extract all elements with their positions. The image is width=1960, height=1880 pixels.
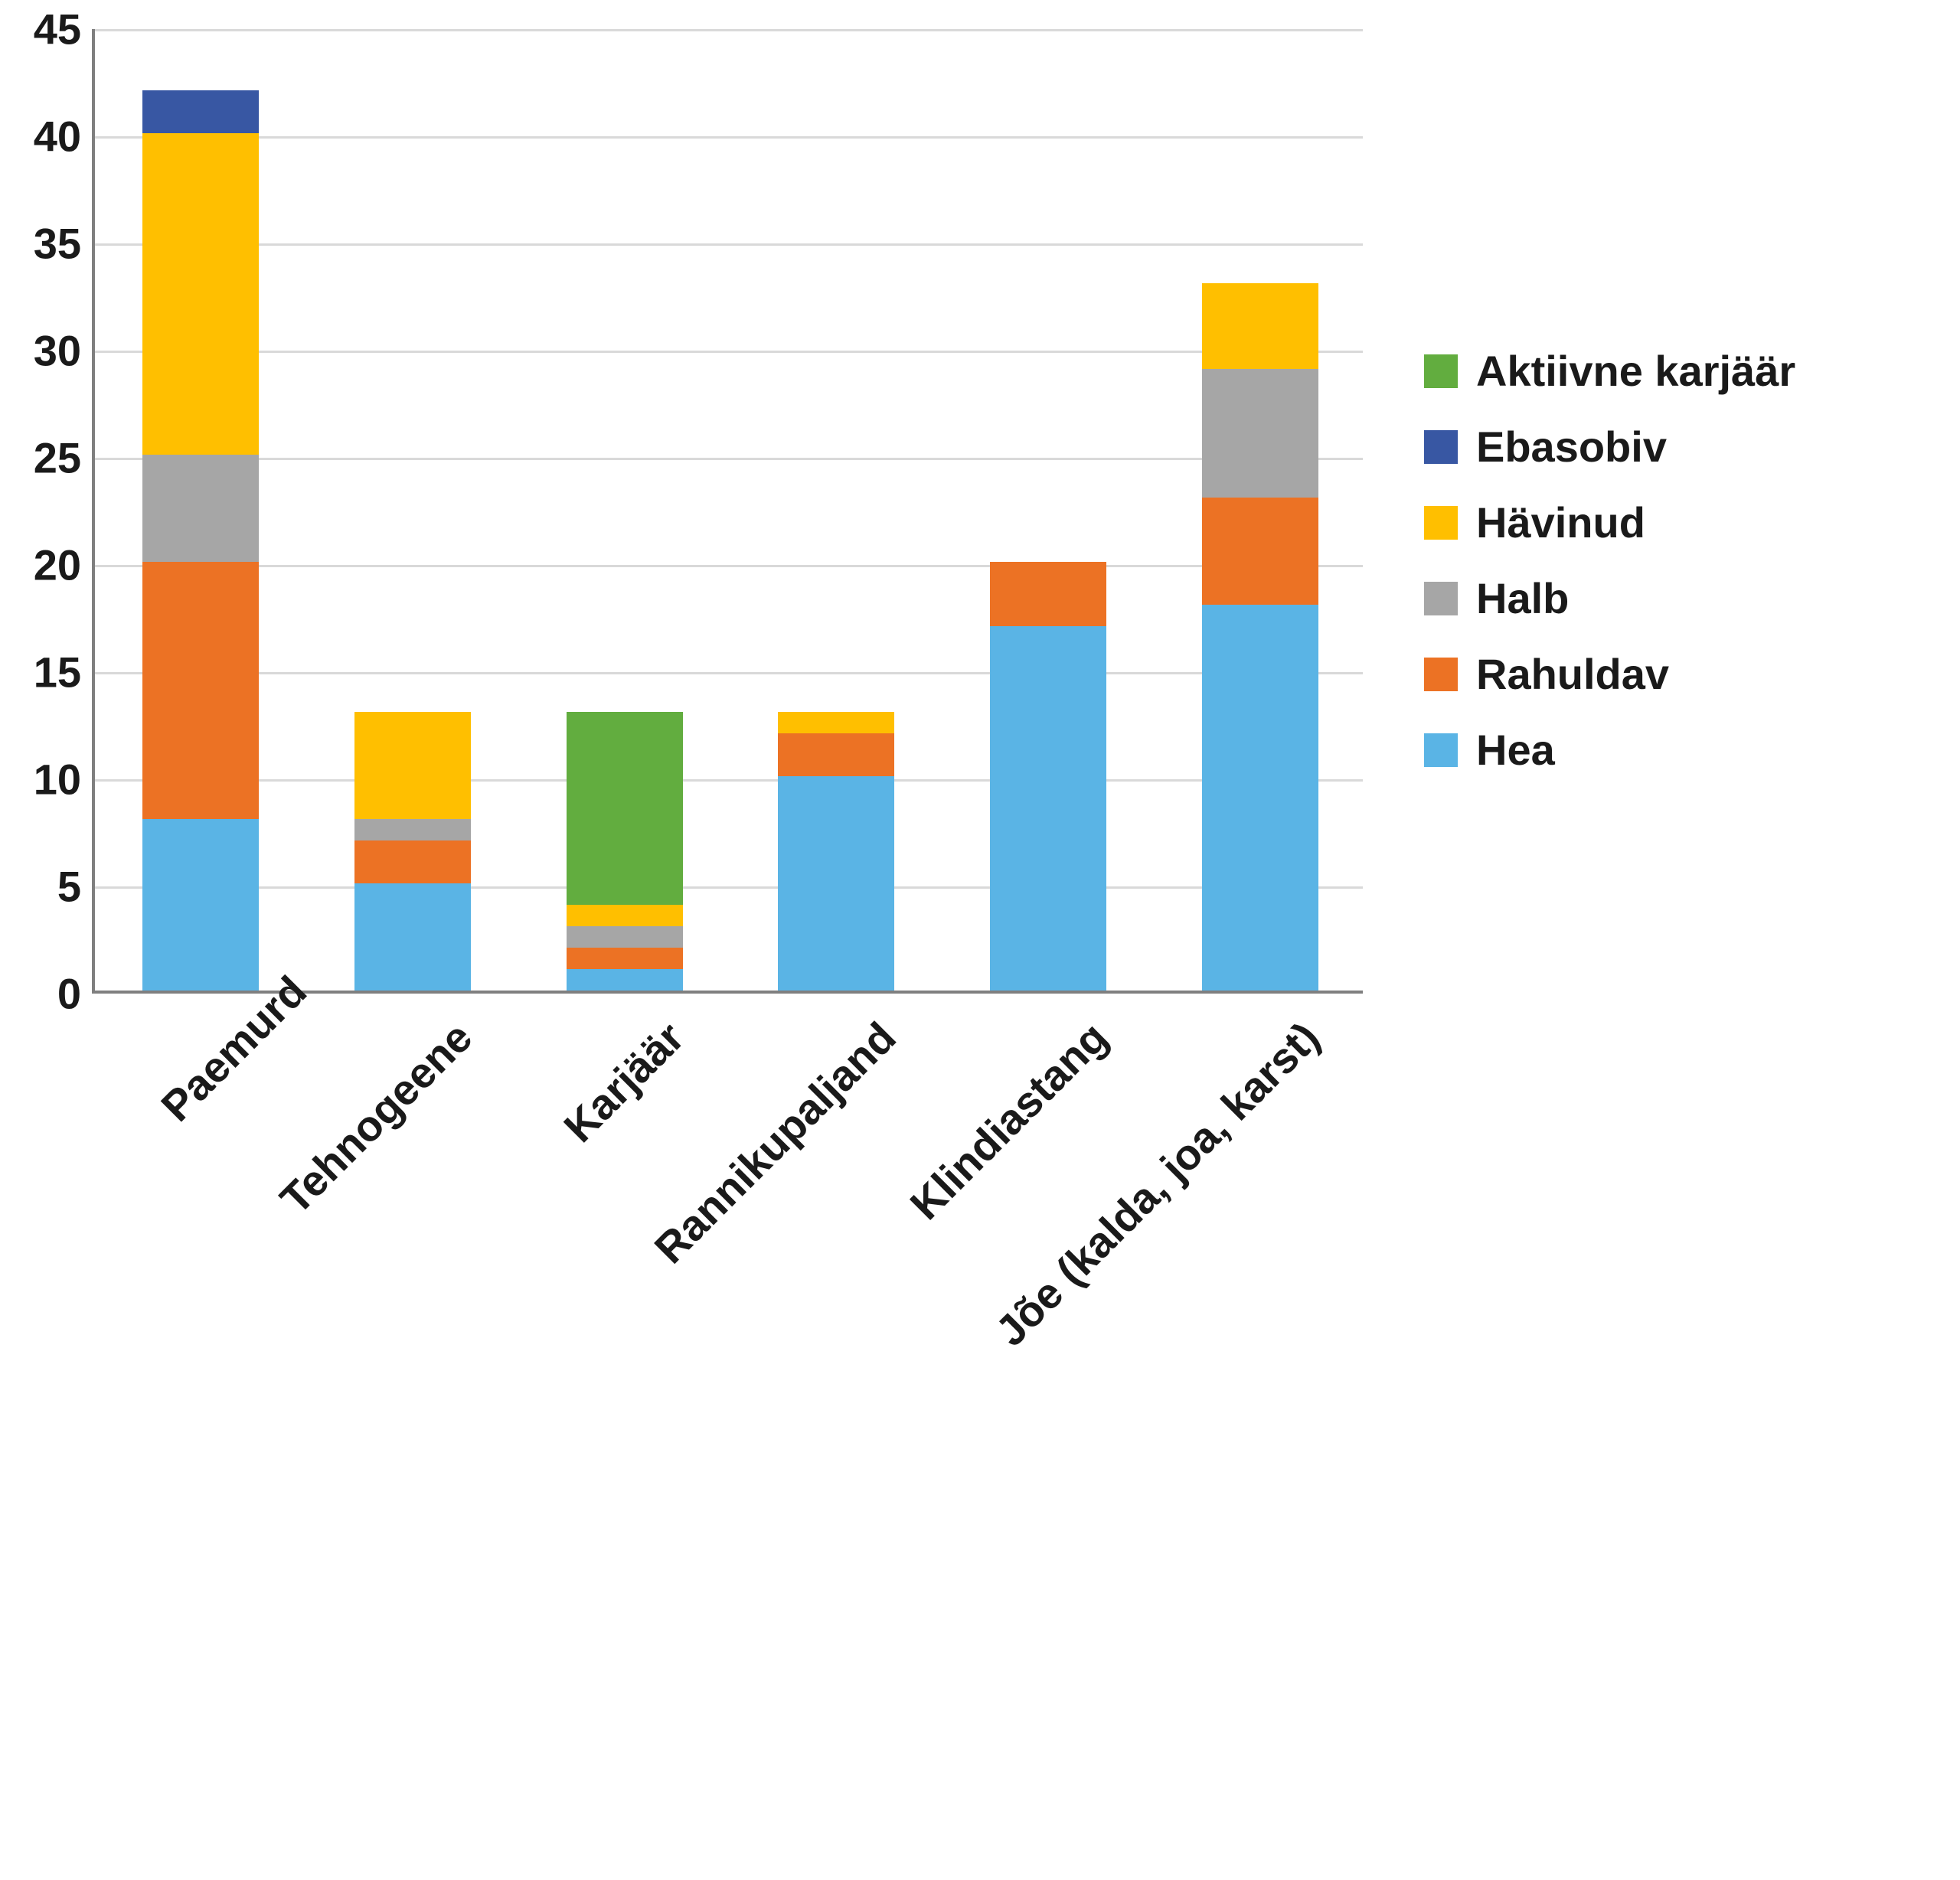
y-tick-label: 30 <box>34 326 95 376</box>
gridline <box>95 565 1363 567</box>
legend-item-halb: Halb <box>1424 573 1795 623</box>
legend-swatch <box>1424 430 1458 464</box>
bar-group <box>1202 283 1318 991</box>
legend-item-havinud: Hävinud <box>1424 498 1795 547</box>
gridline <box>95 779 1363 782</box>
y-tick-label: 25 <box>34 433 95 483</box>
y-tick-label: 45 <box>34 5 95 54</box>
bar-segment-rahuldav <box>567 948 683 969</box>
bar-segment-hea <box>778 776 894 991</box>
legend-item-hea: Hea <box>1424 725 1795 775</box>
bar-segment-halb <box>354 819 471 840</box>
bar-group <box>990 562 1106 991</box>
legend-label: Hea <box>1476 725 1555 775</box>
legend-item-rahuldav: Rahuldav <box>1424 649 1795 699</box>
bar-segment-hea <box>354 883 471 991</box>
bar-segment-havinud <box>1202 283 1318 369</box>
bar-segment-rahuldav <box>354 840 471 883</box>
bar-segment-halb <box>1202 369 1318 498</box>
bar-segment-hea <box>567 969 683 991</box>
bar-segment-halb <box>142 455 259 562</box>
gridline <box>95 243 1363 246</box>
bar-group <box>354 712 471 991</box>
bar-segment-rahuldav <box>778 733 894 776</box>
bar-segment-rahuldav <box>142 562 259 819</box>
y-tick-label: 15 <box>34 648 95 697</box>
bar-group <box>567 712 683 991</box>
bar-segment-havinud <box>354 712 471 819</box>
legend-item-aktiivne: Aktiivne karjäär <box>1424 346 1795 396</box>
bar-group <box>778 712 894 991</box>
legend-swatch <box>1424 354 1458 388</box>
bar-segment-rahuldav <box>990 562 1106 626</box>
bar-segment-rahuldav <box>1202 498 1318 605</box>
gridline <box>95 672 1363 674</box>
y-tick-label: 5 <box>57 862 95 912</box>
plot-area: 051015202530354045PaemurdTehnogeeneKarjä… <box>92 29 1363 994</box>
y-tick-label: 20 <box>34 540 95 590</box>
legend-label: Halb <box>1476 573 1569 623</box>
bar-segment-havinud <box>778 712 894 733</box>
x-tick-label: Paemurd <box>129 991 270 1131</box>
bar-segment-aktiivne <box>567 712 683 905</box>
bar-segment-havinud <box>567 905 683 926</box>
gridline <box>95 458 1363 460</box>
legend-swatch <box>1424 506 1458 540</box>
legend-label: Rahuldav <box>1476 649 1669 699</box>
bar-segment-halb <box>567 926 683 948</box>
gridline <box>95 351 1363 353</box>
y-tick-label: 0 <box>57 969 95 1019</box>
y-tick-label: 40 <box>34 112 95 162</box>
gridline <box>95 886 1363 889</box>
bar-segment-hea <box>142 819 259 991</box>
legend-swatch <box>1424 733 1458 767</box>
legend-swatch <box>1424 658 1458 691</box>
legend-label: Aktiivne karjäär <box>1476 346 1795 396</box>
bar-segment-ebasobiv <box>142 90 259 133</box>
y-tick-label: 35 <box>34 219 95 269</box>
legend-label: Ebasobiv <box>1476 422 1667 472</box>
bar-segment-havinud <box>142 133 259 455</box>
bar-group <box>142 90 259 991</box>
y-tick-label: 10 <box>34 755 95 805</box>
legend: Aktiivne karjäär Ebasobiv Hävinud Halb Rahul… <box>1424 346 1795 775</box>
gridline <box>95 29 1363 31</box>
bar-segment-hea <box>1202 605 1318 991</box>
gridline <box>95 136 1363 139</box>
stacked-bar-chart: 051015202530354045PaemurdTehnogeeneKarjä… <box>0 0 1960 1445</box>
bar-segment-hea <box>990 626 1106 991</box>
legend-swatch <box>1424 582 1458 615</box>
legend-item-ebasobiv: Ebasobiv <box>1424 422 1795 472</box>
legend-label: Hävinud <box>1476 498 1645 547</box>
